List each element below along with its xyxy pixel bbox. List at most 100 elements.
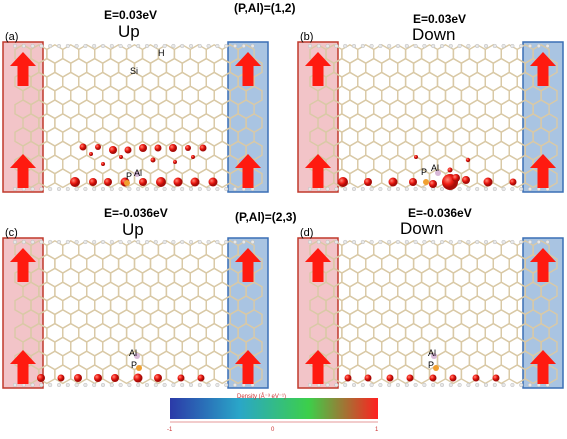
- h-atom: [188, 382, 194, 388]
- h-atom: [215, 186, 220, 192]
- h-atom: [127, 239, 132, 245]
- panel-label-d: (d): [300, 227, 314, 239]
- pair-label-top: (P,Al)=(1,2): [234, 1, 296, 15]
- density-sphere: [388, 177, 398, 187]
- h-atom: [413, 382, 418, 388]
- h-atom: [457, 239, 462, 245]
- h-atom: [39, 43, 44, 49]
- h-atom: [39, 382, 44, 388]
- spin-arrow: [235, 154, 261, 188]
- density-sphere: [208, 177, 218, 187]
- h-atom: [325, 43, 330, 49]
- atom-label-al-b: Al: [431, 163, 440, 173]
- h-atom: [127, 382, 132, 388]
- panel-label-b: (b): [300, 31, 314, 43]
- h-atom: [501, 186, 506, 192]
- h-atom: [65, 43, 70, 49]
- h-atom: [118, 239, 123, 245]
- h-atom: [527, 382, 533, 388]
- h-atom: [527, 43, 533, 49]
- h-atom: [215, 239, 220, 245]
- h-atom: [48, 43, 53, 49]
- h-atom: [527, 186, 533, 192]
- density-sphere: [156, 177, 166, 187]
- h-atom: [197, 382, 202, 388]
- atom-label-p-d: P: [428, 360, 435, 370]
- h-atom: [395, 239, 401, 245]
- h-atom: [448, 43, 453, 49]
- hex-cell: [181, 364, 200, 385]
- h-atom: [162, 43, 167, 49]
- h-atom: [325, 382, 330, 388]
- spin-arrow: [10, 248, 36, 282]
- colorbar-gradient: [170, 398, 378, 419]
- density-sphere: [169, 144, 177, 152]
- lattice-d: [309, 239, 558, 385]
- h-atom: [144, 43, 150, 49]
- h-atom: [12, 382, 18, 388]
- h-atom: [206, 43, 211, 49]
- hex-cell: [476, 364, 494, 385]
- p-dopant: [124, 180, 130, 186]
- h-atom: [395, 382, 401, 388]
- h-atom: [387, 43, 392, 49]
- h-atom: [136, 186, 141, 192]
- hex-cell: [492, 168, 510, 189]
- h-atom: [545, 239, 550, 245]
- pair-label-bottom: (P,Al)=(2,3): [235, 210, 297, 224]
- h-atom: [378, 239, 383, 245]
- h-atom: [527, 239, 533, 245]
- h-atom: [250, 43, 255, 49]
- h-atom: [439, 239, 445, 245]
- spin-arrow: [530, 350, 556, 384]
- density-sphere: [70, 177, 80, 187]
- h-atom: [492, 382, 497, 388]
- h-atom: [501, 43, 506, 49]
- hex-cell: [349, 168, 367, 189]
- h-atom: [387, 186, 392, 192]
- h-atom: [109, 382, 114, 388]
- density-sphere: [386, 374, 394, 382]
- h-atom: [475, 382, 480, 388]
- h-atom: [501, 382, 506, 388]
- h-atom: [30, 186, 35, 192]
- panel-c: [2, 237, 269, 389]
- hex-cell: [349, 364, 367, 385]
- density-sphere: [139, 144, 147, 152]
- h-atom: [241, 43, 246, 49]
- h-atom: [413, 239, 418, 245]
- h-atom: [448, 239, 453, 245]
- h-atom: [83, 43, 88, 49]
- h-atom: [74, 382, 79, 388]
- h-atom: [12, 239, 18, 245]
- density-sphere: [197, 374, 205, 382]
- density-sphere: [338, 177, 348, 187]
- h-atom: [351, 43, 357, 49]
- h-atom: [197, 43, 202, 49]
- h-atom: [404, 186, 409, 192]
- spin-arrow: [235, 350, 261, 384]
- h-atom: [118, 186, 123, 192]
- h-atom: [378, 43, 383, 49]
- h-atom: [536, 43, 541, 49]
- h-atom: [180, 382, 185, 388]
- h-atom: [162, 239, 167, 245]
- h-atom: [65, 382, 70, 388]
- h-atom: [545, 43, 550, 49]
- h-atom: [360, 43, 365, 49]
- h-atom: [360, 239, 365, 245]
- h-atom: [180, 186, 185, 192]
- h-atom: [431, 382, 436, 388]
- colorbar-tick-min: -1: [167, 427, 173, 433]
- al-dopant: [435, 170, 441, 176]
- h-atom: [162, 382, 167, 388]
- h-atom: [250, 239, 255, 245]
- h-atom: [483, 186, 489, 192]
- h-atom: [343, 43, 348, 49]
- h-atom: [232, 239, 238, 245]
- atom-label-al-c: Al: [129, 348, 138, 358]
- h-atom: [413, 186, 418, 192]
- h-atom: [466, 43, 471, 49]
- density-sphere: [104, 178, 112, 186]
- h-atom: [180, 239, 185, 245]
